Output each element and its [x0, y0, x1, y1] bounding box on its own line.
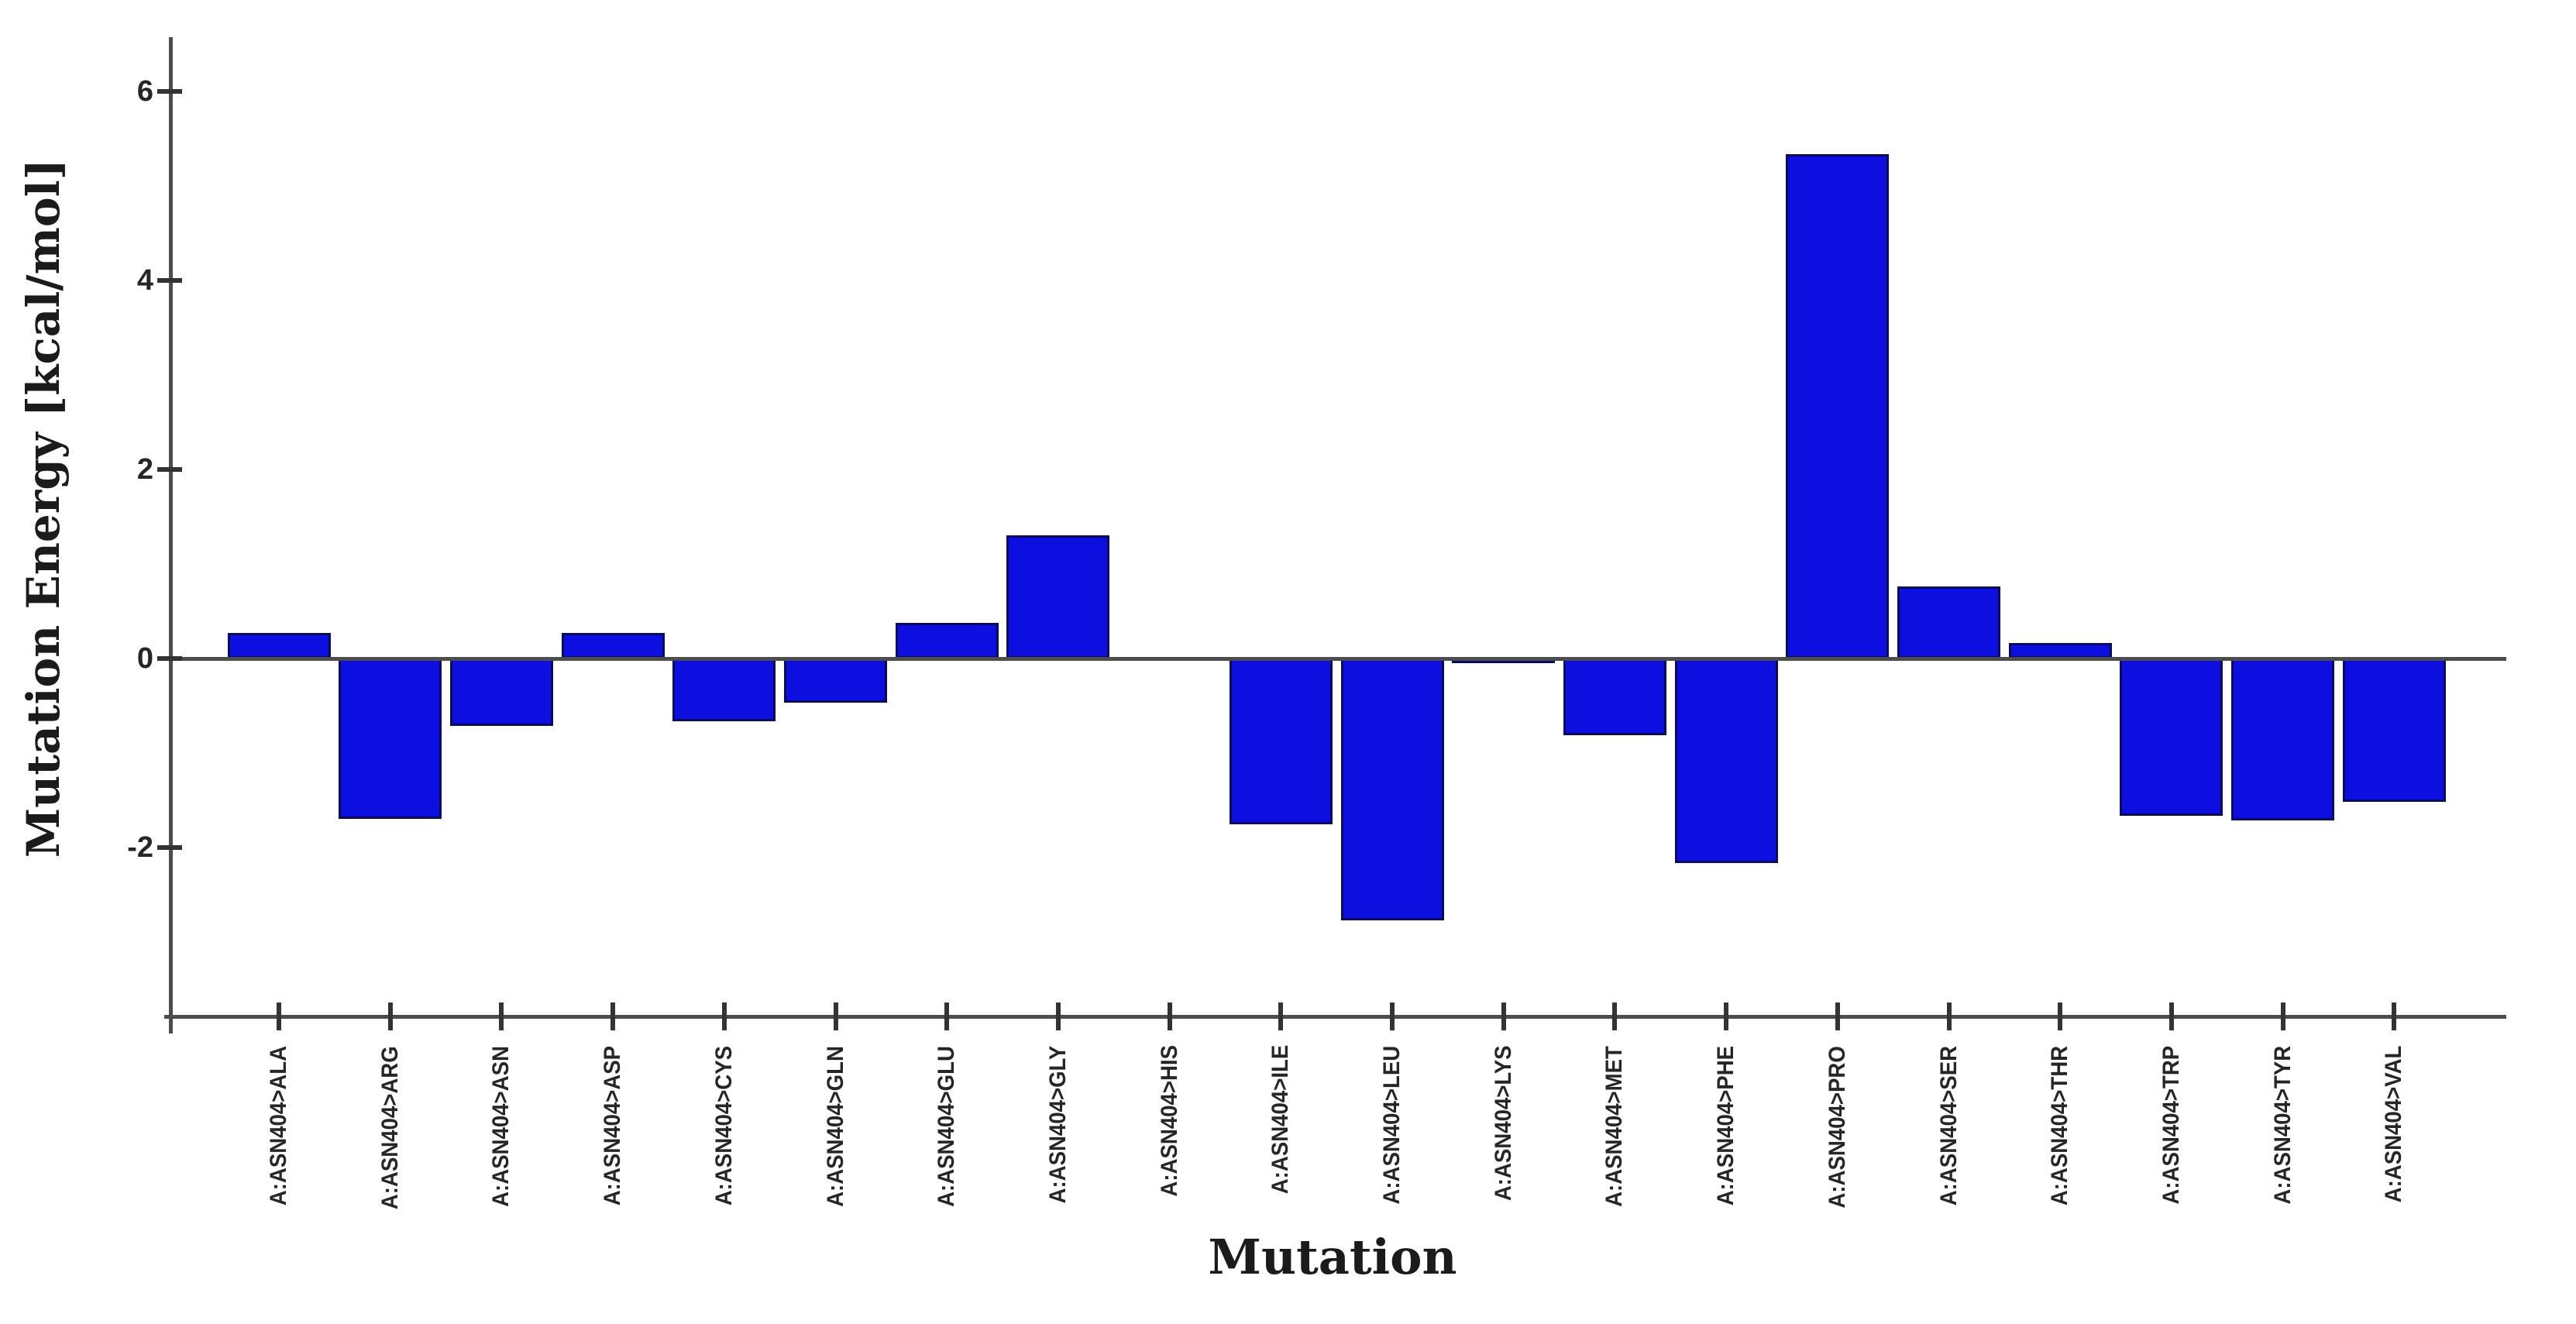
bar-ASP	[561, 633, 665, 659]
x-tick	[1278, 1002, 1284, 1030]
x-tick	[1612, 1002, 1618, 1030]
x-tick-label-GLU: A:ASN404>GLU	[934, 1046, 960, 1207]
x-tick-label-GLY: A:ASN404>GLY	[1044, 1045, 1071, 1204]
x-tick	[277, 1002, 281, 1030]
bar-LEU	[1340, 659, 1444, 920]
bar-SER	[1897, 586, 2000, 659]
bar-TYR	[2231, 659, 2335, 820]
x-axis-line	[164, 1015, 2506, 1019]
x-tick	[2392, 1002, 2397, 1030]
x-tick	[499, 1002, 504, 1030]
bar-ARG	[339, 659, 442, 820]
x-tick	[1390, 1002, 1395, 1030]
bar-MET	[1563, 659, 1666, 735]
bar-VAL	[2342, 659, 2446, 803]
x-tick-label-VAL: A:ASN404>VAL	[2381, 1045, 2407, 1203]
bar-GLY	[1006, 535, 1110, 659]
x-tick-label-ASP: A:ASN404>ASP	[600, 1045, 626, 1206]
x-tick	[944, 1002, 950, 1030]
y-tick-label--2: -2	[127, 831, 153, 864]
y-tick-label-0: 0	[136, 642, 153, 675]
x-tick	[1055, 1002, 1061, 1030]
x-tick-label-HIS: A:ASN404>HIS	[1156, 1045, 1182, 1197]
x-tick-label-TYR: A:ASN404>TYR	[2269, 1045, 2296, 1205]
bar-ILE	[1229, 659, 1333, 824]
x-tick	[1501, 1002, 1506, 1030]
x-tick-label-ILE: A:ASN404>ILE	[1267, 1044, 1294, 1195]
x-tick	[1946, 1002, 1952, 1030]
x-tick-label-LEU: A:ASN404>LEU	[1379, 1045, 1405, 1205]
x-tick	[2280, 1002, 2285, 1030]
y-tick-label-4: 4	[136, 264, 153, 297]
y-tick	[157, 656, 182, 661]
x-axis-title: Mutation	[1208, 1229, 1457, 1285]
x-tick-label-THR: A:ASN404>THR	[2047, 1045, 2073, 1206]
x-tick	[387, 1002, 393, 1030]
y-tick	[157, 467, 182, 472]
x-tick-label-ALA: A:ASN404>ALA	[266, 1045, 291, 1206]
x-tick-label-ARG: A:ASN404>ARG	[377, 1046, 403, 1210]
bar-PHE	[1674, 659, 1778, 863]
bar-GLU	[895, 622, 999, 659]
x-tick	[610, 1002, 616, 1030]
x-tick-label-SER: A:ASN404>SER	[1935, 1045, 1962, 1206]
x-tick-label-PHE: A:ASN404>PHE	[1713, 1045, 1739, 1206]
y-tick	[157, 845, 182, 850]
x-tick	[1835, 1002, 1840, 1030]
bar-CYS	[672, 659, 776, 721]
x-tick-label-PRO: A:ASN404>PRO	[1824, 1046, 1850, 1209]
x-tick	[1724, 1002, 1729, 1030]
x-tick	[833, 1002, 838, 1030]
x-tick	[721, 1002, 727, 1030]
y-tick	[157, 89, 182, 94]
zero-line	[170, 657, 2506, 661]
y-axis-line	[169, 37, 173, 1033]
bar-PRO	[1786, 153, 1890, 659]
x-tick-label-ASN: A:ASN404>ASN	[488, 1046, 514, 1207]
x-tick-label-GLN: A:ASN404>GLN	[822, 1046, 848, 1207]
x-tick-label-MET: A:ASN404>MET	[1601, 1046, 1628, 1207]
bar-ASN	[449, 659, 553, 726]
x-tick-label-TRP: A:ASN404>TRP	[2158, 1045, 2184, 1205]
y-tick-label-6: 6	[136, 75, 153, 108]
bar-GLN	[784, 659, 887, 703]
bar-ALA	[227, 633, 331, 659]
bar-TRP	[2120, 659, 2223, 816]
y-tick	[157, 278, 182, 283]
y-tick-label-2: 2	[136, 453, 153, 486]
x-tick-label-CYS: A:ASN404>CYS	[710, 1045, 737, 1206]
x-tick	[2168, 1002, 2174, 1030]
x-tick	[1167, 1002, 1172, 1030]
x-tick	[2058, 1002, 2063, 1030]
x-tick-label-LYS: A:ASN404>LYS	[1490, 1045, 1516, 1202]
